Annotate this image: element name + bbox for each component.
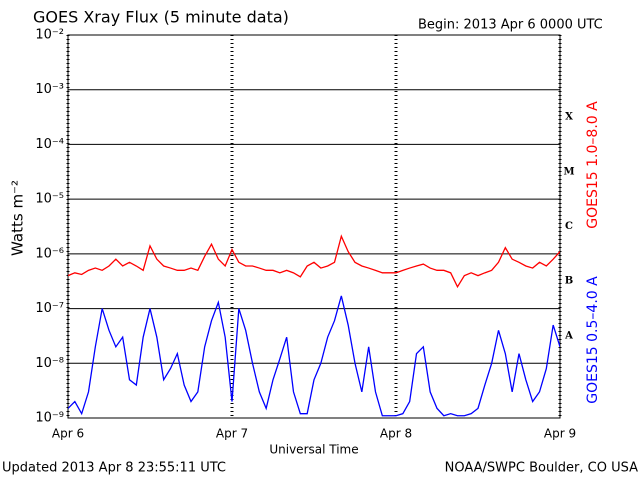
chart-subtitle: Begin: 2013 Apr 6 0000 UTC [418, 18, 603, 33]
flare-class-label: X [565, 112, 573, 123]
flare-class-label: C [565, 221, 573, 232]
flare-class-label: A [564, 330, 573, 341]
footer-right: NOAA/SWPC Boulder, CO USA [445, 461, 638, 476]
y-tick-label: 10⁻⁴ [35, 137, 64, 152]
series-line [68, 234, 560, 289]
legend-label: GOES15 0.5–4.0 A [585, 276, 601, 404]
flare-class-label: B [565, 276, 573, 287]
y-tick-label: 10⁻⁵ [35, 192, 64, 207]
x-tick-label: Apr 6 [52, 427, 84, 441]
y-tick-label: 10⁻⁹ [35, 411, 64, 426]
y-tick-label: 10⁻⁸ [35, 356, 64, 371]
legend-label: GOES15 1.0–8.0 A [585, 101, 601, 229]
y-tick-label: 10⁻³ [35, 82, 64, 97]
y-tick-label: 10⁻⁶ [35, 246, 64, 261]
x-tick-label: Apr 8 [380, 427, 412, 441]
x-tick-label: Apr 9 [544, 427, 576, 441]
plot-frame [67, 34, 561, 419]
y-tick-label: 10⁻⁷ [35, 301, 64, 316]
footer-left: Updated 2013 Apr 8 23:55:11 UTC [2, 461, 226, 476]
y-axis-label: Watts m⁻² [9, 180, 27, 256]
x-axis-label: Universal Time [269, 443, 358, 457]
chart-title: GOES Xray Flux (5 minute data) [33, 8, 289, 27]
x-tick-label: Apr 7 [216, 427, 248, 441]
series-line [68, 295, 560, 417]
y-tick-label: 10⁻² [35, 28, 64, 43]
flare-class-label: M [563, 166, 574, 177]
